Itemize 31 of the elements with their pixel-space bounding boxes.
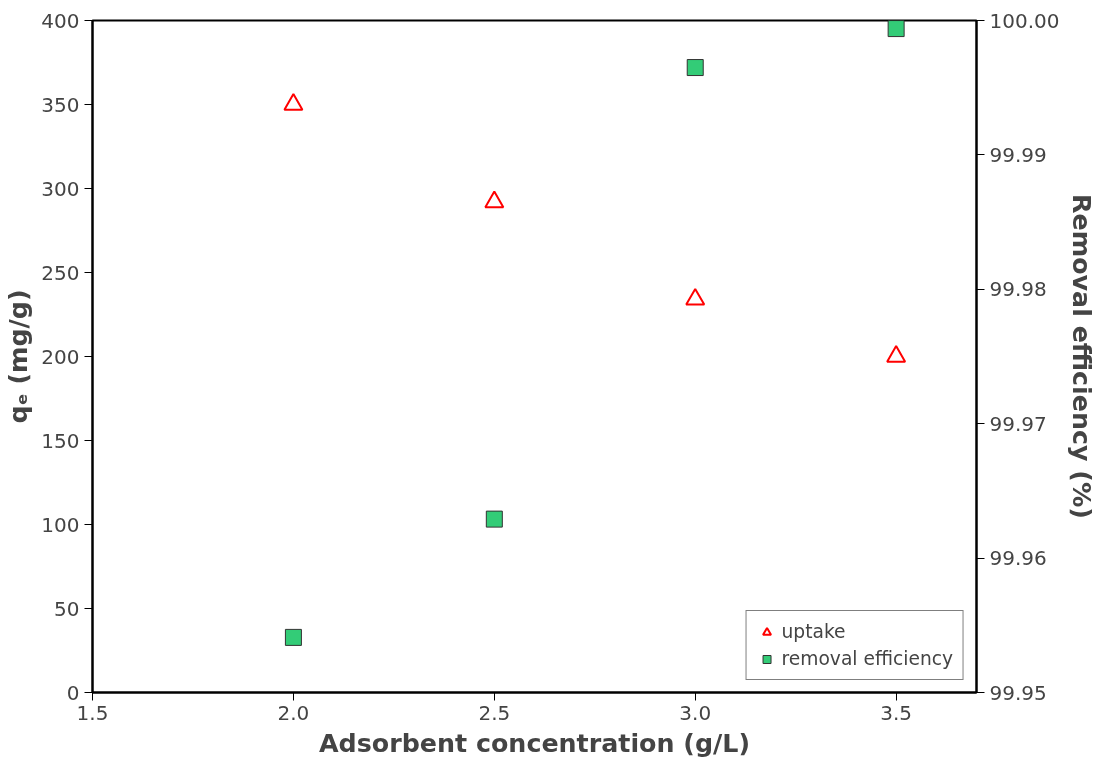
point: [284, 628, 302, 646]
x-axis-title: Adsorbent concentration (g/L): [318, 727, 751, 758]
legend-label: uptake: [781, 621, 846, 642]
y2-tick-label: 100.00: [989, 8, 1060, 33]
y-tick-label: 250: [41, 260, 80, 285]
y-tick-label: 400: [41, 8, 80, 33]
y2-axis-title: Removal efficiency (%): [1067, 194, 1098, 519]
y2-tick-label: 99.96: [989, 546, 1047, 571]
y2-tick-label: 99.95: [989, 680, 1047, 705]
point: [283, 93, 304, 111]
x-tick-label: 2.5: [478, 700, 511, 725]
y-tick-label: 350: [41, 92, 80, 117]
x-tick-label: 2.0: [277, 700, 310, 725]
y-tick-label: 200: [41, 344, 80, 369]
y2-tick-label: 99.99: [989, 142, 1047, 167]
x-tick-label: 3.5: [880, 700, 913, 725]
x-tick-label: 3.0: [679, 700, 712, 725]
legend-label: removal efficiency: [781, 648, 953, 669]
y-tick-label: 50: [54, 596, 80, 621]
y2-tick-label: 99.98: [989, 277, 1047, 302]
point: [485, 510, 503, 528]
point: [886, 345, 907, 363]
point: [484, 190, 505, 209]
y-tick-label: 100: [41, 512, 80, 537]
y-tick-label: 300: [41, 176, 80, 201]
y-axis-title: qₑ (mg/g): [3, 289, 34, 424]
point: [686, 59, 704, 77]
y2-tick-label: 99.97: [989, 411, 1047, 436]
point: [887, 20, 905, 38]
point: [685, 287, 706, 306]
y-tick-label: 150: [41, 428, 80, 453]
